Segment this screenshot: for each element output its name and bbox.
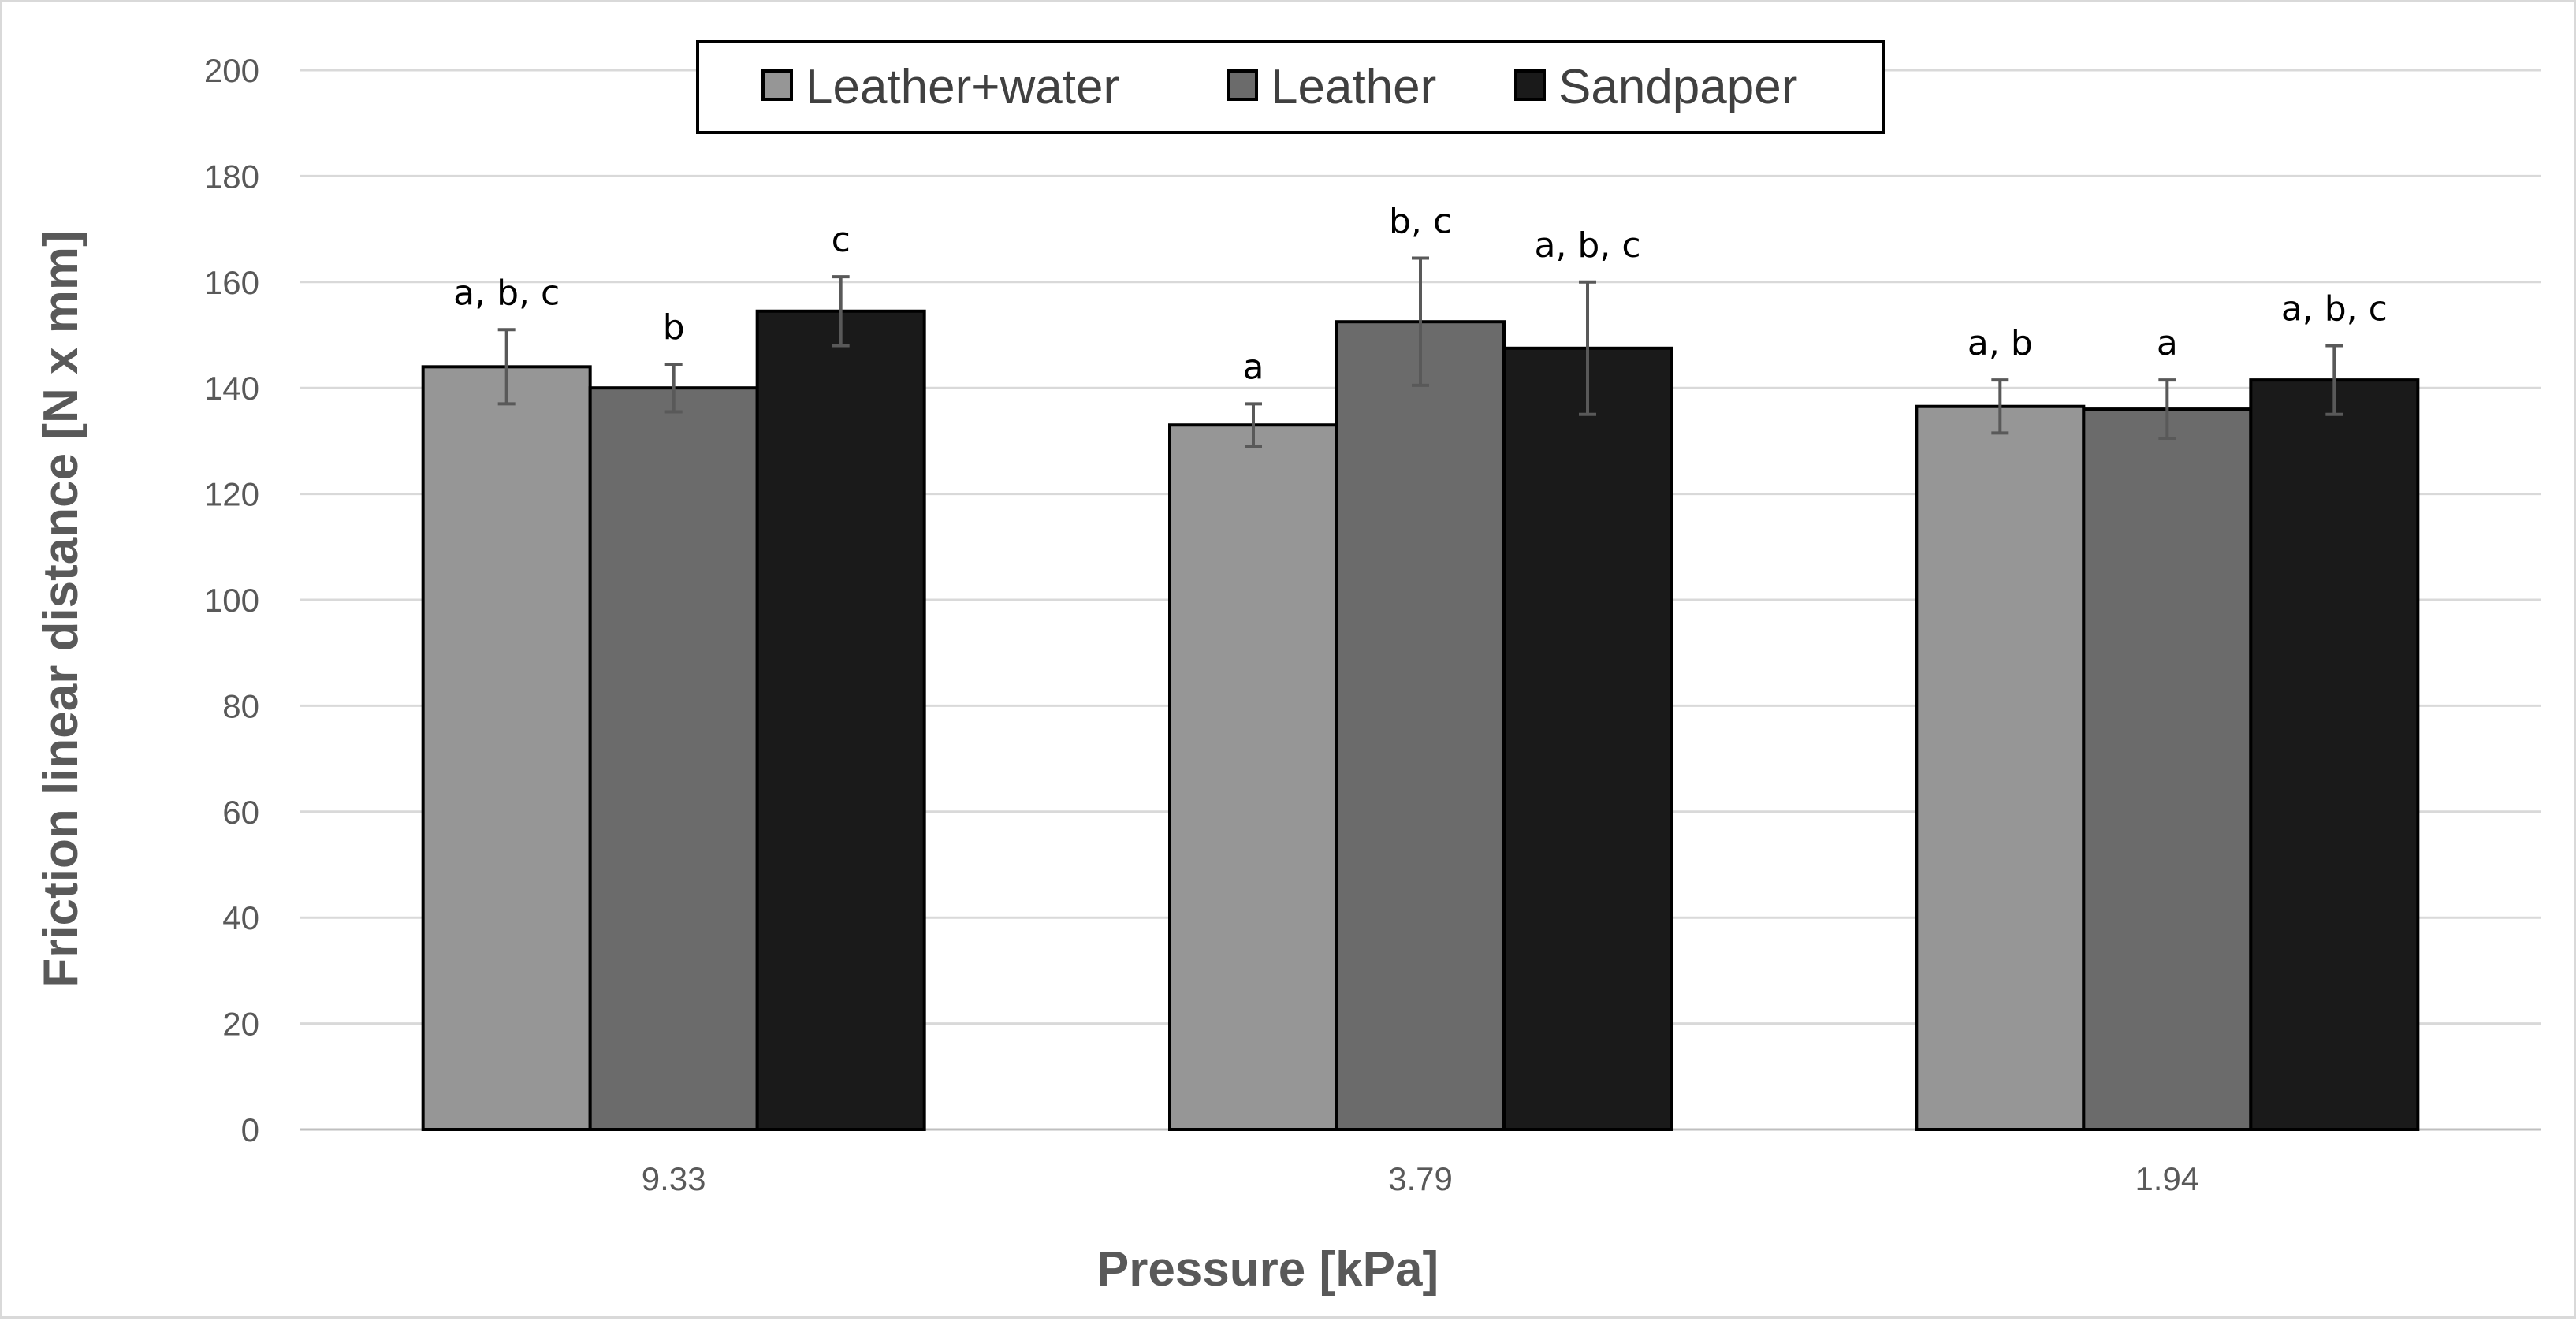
bar [755, 309, 926, 1131]
bar [2082, 407, 2253, 1131]
y-tick-label: 120 [204, 476, 259, 513]
y-tick-labels: 0 20 40 60 80 100 120 140 160 180 200 [204, 52, 259, 1148]
data-label: a, b, c [453, 273, 560, 313]
data-label: a [2157, 323, 2178, 363]
data-label: b [663, 307, 685, 348]
bars [421, 309, 2420, 1132]
legend-label: Leather+water [806, 60, 1119, 114]
data-label: a, b, c [2281, 288, 2388, 329]
y-tick-label: 160 [204, 264, 259, 301]
x-tick-labels: 9.33 3.79 1.94 [642, 1160, 2199, 1197]
bar [1168, 423, 1338, 1131]
data-label: a [1243, 347, 1264, 387]
legend-swatch [1227, 69, 1258, 101]
y-tick-label: 180 [204, 158, 259, 195]
bar [421, 365, 592, 1131]
x-tick-label: 1.94 [2135, 1160, 2199, 1197]
y-tick-label: 60 [222, 794, 259, 831]
error-bars [497, 256, 2343, 448]
x-tick-label: 3.79 [1388, 1160, 1453, 1197]
data-label: c [832, 220, 851, 260]
y-tick-label: 200 [204, 52, 259, 89]
y-axis-title: Friction linear distance [N x mm] [34, 230, 88, 988]
legend-swatch [1514, 69, 1546, 101]
bar [1502, 346, 1673, 1131]
data-label: a, b [1967, 323, 2033, 363]
significance-labels: a, b, c b c a b, c a, b, c a, b a a, b, c [453, 202, 2388, 388]
data-label: a, b, c [1534, 225, 1640, 266]
y-tick-label: 80 [222, 687, 259, 724]
legend-label: Sandpaper [1558, 60, 1797, 114]
legend-swatch [761, 69, 793, 101]
y-tick-label: 20 [222, 1006, 259, 1043]
bar [1335, 320, 1506, 1132]
x-axis-title: Pressure [kPa] [1096, 1242, 1439, 1297]
bar [2249, 378, 2420, 1131]
y-tick-label: 140 [204, 370, 259, 407]
y-tick-label: 100 [204, 582, 259, 619]
y-tick-label: 0 [241, 1111, 259, 1148]
legend-frame [696, 40, 1885, 134]
legend: Leather+water Leather Sandpaper [696, 40, 1885, 134]
legend-label: Leather [1271, 60, 1436, 114]
y-tick-label: 40 [222, 899, 259, 936]
bar [588, 386, 759, 1131]
bar [1915, 404, 2086, 1131]
data-label: b, c [1389, 202, 1452, 242]
x-tick-label: 9.33 [642, 1160, 706, 1197]
